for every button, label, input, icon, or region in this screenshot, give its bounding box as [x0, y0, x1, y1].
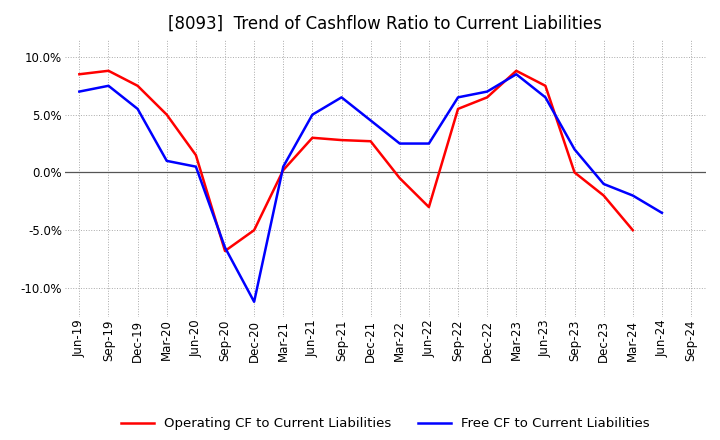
Operating CF to Current Liabilities — [425, 205, 433, 210]
Operating CF to Current Liabilities — [279, 168, 287, 173]
Free CF to Current Liabilities — [104, 83, 113, 88]
Free CF to Current Liabilities — [541, 95, 550, 100]
Operating CF to Current Liabilities — [454, 106, 462, 111]
Free CF to Current Liabilities — [512, 72, 521, 77]
Operating CF to Current Liabilities — [250, 227, 258, 233]
Operating CF to Current Liabilities — [220, 248, 229, 253]
Free CF to Current Liabilities — [425, 141, 433, 146]
Operating CF to Current Liabilities — [541, 83, 550, 88]
Free CF to Current Liabilities — [657, 210, 666, 216]
Free CF to Current Liabilities — [75, 89, 84, 94]
Free CF to Current Liabilities — [308, 112, 317, 117]
Operating CF to Current Liabilities — [308, 135, 317, 140]
Legend: Operating CF to Current Liabilities, Free CF to Current Liabilities: Operating CF to Current Liabilities, Fre… — [115, 412, 655, 436]
Free CF to Current Liabilities — [629, 193, 637, 198]
Free CF to Current Liabilities — [163, 158, 171, 164]
Free CF to Current Liabilities — [454, 95, 462, 100]
Operating CF to Current Liabilities — [337, 137, 346, 143]
Line: Operating CF to Current Liabilities: Operating CF to Current Liabilities — [79, 71, 633, 251]
Operating CF to Current Liabilities — [75, 72, 84, 77]
Operating CF to Current Liabilities — [395, 176, 404, 181]
Line: Free CF to Current Liabilities: Free CF to Current Liabilities — [79, 74, 662, 302]
Free CF to Current Liabilities — [250, 299, 258, 304]
Free CF to Current Liabilities — [133, 106, 142, 111]
Free CF to Current Liabilities — [279, 164, 287, 169]
Operating CF to Current Liabilities — [133, 83, 142, 88]
Free CF to Current Liabilities — [599, 181, 608, 187]
Free CF to Current Liabilities — [192, 164, 200, 169]
Free CF to Current Liabilities — [337, 95, 346, 100]
Operating CF to Current Liabilities — [104, 68, 113, 73]
Free CF to Current Liabilities — [366, 118, 375, 123]
Operating CF to Current Liabilities — [366, 139, 375, 144]
Operating CF to Current Liabilities — [483, 95, 492, 100]
Operating CF to Current Liabilities — [599, 193, 608, 198]
Free CF to Current Liabilities — [483, 89, 492, 94]
Free CF to Current Liabilities — [570, 147, 579, 152]
Operating CF to Current Liabilities — [512, 68, 521, 73]
Free CF to Current Liabilities — [395, 141, 404, 146]
Title: [8093]  Trend of Cashflow Ratio to Current Liabilities: [8093] Trend of Cashflow Ratio to Curren… — [168, 15, 602, 33]
Operating CF to Current Liabilities — [570, 170, 579, 175]
Free CF to Current Liabilities — [220, 245, 229, 250]
Operating CF to Current Liabilities — [163, 112, 171, 117]
Operating CF to Current Liabilities — [192, 152, 200, 158]
Operating CF to Current Liabilities — [629, 227, 637, 233]
